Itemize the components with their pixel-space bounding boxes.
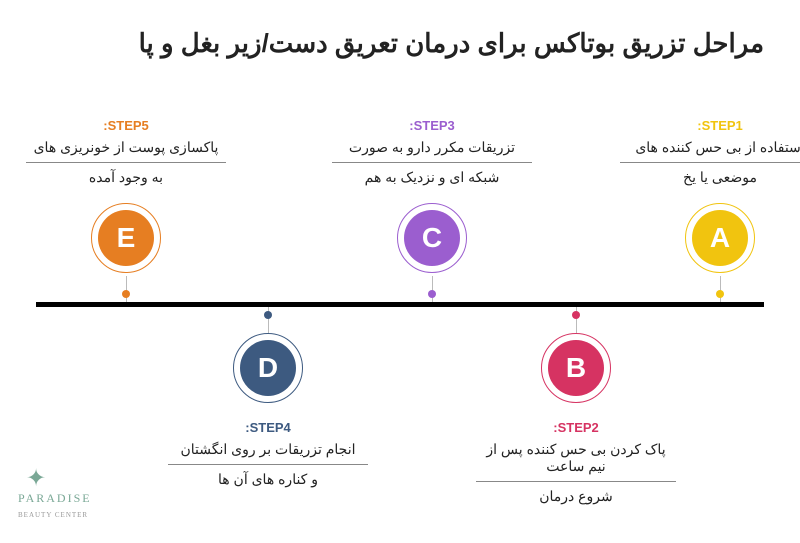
step-text-1: پاکسازی پوست از خونریزی های [26,139,226,163]
timeline-dot [572,311,580,319]
connector [720,276,721,302]
logo-subtext: BEAUTY CENTER [18,511,88,519]
step-B: STEP2: پاک کردن بی حس کننده پس از نیم ساع… [476,420,676,505]
step-E: STEP5: پاکسازی پوست از خونریزی های به وجود… [26,118,226,186]
step-label: STEP1: [620,118,800,133]
step-C: STEP3: تزریقات مکرر دارو به صورت شبکه ای و… [332,118,532,186]
connector [126,276,127,302]
step-text-2: شبکه ای و نزدیک به هم [332,169,532,186]
step-circle-C: C [404,210,460,266]
step-text-1: استفاده از بی حس کننده های [620,139,800,163]
step-text-2: به وجود آمده [26,169,226,186]
step-text-1: پاک کردن بی حس کننده پس از نیم ساعت [476,441,676,482]
step-A: STEP1: استفاده از بی حس کننده های موضعی یا… [620,118,800,186]
step-text-2: شروع درمان [476,488,676,505]
step-text-2: و کناره های آن ها [168,471,368,488]
connector [432,276,433,302]
step-D: STEP4: انجام تزریقات بر روی انگشتان و کنار… [168,420,368,488]
step-label: STEP3: [332,118,532,133]
timeline-dot [716,290,724,298]
step-text-1: انجام تزریقات بر روی انگشتان [168,441,368,465]
page-title: مراحل تزریق بوتاکس برای درمان تعریق دست/… [139,28,764,59]
step-circle-B: B [548,340,604,396]
step-label: STEP4: [168,420,368,435]
step-circle-D: D [240,340,296,396]
timeline-dot [428,290,436,298]
step-label: STEP2: [476,420,676,435]
step-label: STEP5: [26,118,226,133]
step-text-2: موضعی یا یخ [620,169,800,186]
timeline-bar [36,302,764,307]
step-circle-A: A [692,210,748,266]
step-text-1: تزریقات مکرر دارو به صورت [332,139,532,163]
logo-text: PARADISE [18,491,92,505]
timeline-dot [122,290,130,298]
brand-logo: PARADISE BEAUTY CENTER [18,464,92,521]
step-circle-E: E [98,210,154,266]
timeline-dot [264,311,272,319]
